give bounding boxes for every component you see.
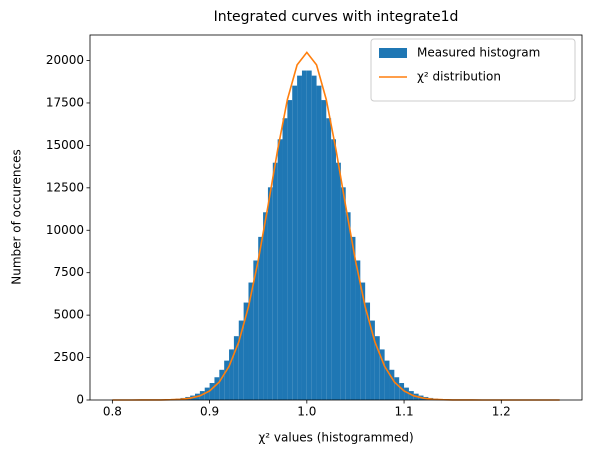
histogram-bar xyxy=(258,236,264,400)
legend-label: χ² distribution xyxy=(417,70,501,84)
histogram-bar xyxy=(263,212,268,400)
histogram-bar xyxy=(287,100,293,401)
histogram-bar xyxy=(321,100,327,401)
y-tick-label: 7500 xyxy=(53,265,84,279)
histogram-bar xyxy=(311,75,317,400)
histogram-bar xyxy=(209,383,215,400)
y-tick-label: 2500 xyxy=(53,350,84,364)
histogram-bar xyxy=(340,187,346,400)
histogram-bar xyxy=(229,349,234,400)
x-tick-label: 1.1 xyxy=(395,405,414,419)
histogram-bar xyxy=(199,391,205,400)
legend-label: Measured histogram xyxy=(417,46,540,60)
histogram-bar xyxy=(394,377,400,400)
histogram-bar xyxy=(224,360,230,400)
legend-box xyxy=(370,38,576,102)
y-tick-label: 12500 xyxy=(46,180,84,194)
histogram-bar xyxy=(248,282,254,400)
histogram-bar xyxy=(301,70,307,400)
y-tick-label: 20000 xyxy=(46,53,84,67)
histogram-bar xyxy=(204,387,210,400)
histogram-bar xyxy=(374,336,380,400)
y-tick-label: 5000 xyxy=(53,308,84,322)
histogram-bar xyxy=(316,85,322,401)
y-axis-label: Number of occurences xyxy=(10,149,24,284)
histogram-bar xyxy=(277,139,283,401)
histogram-bar xyxy=(233,336,239,400)
histogram-bar xyxy=(214,377,220,400)
y-tick-label: 0 xyxy=(76,393,84,407)
plot-frame xyxy=(89,34,583,401)
x-tick-label: 1.0 xyxy=(297,405,316,419)
histogram-bar xyxy=(399,383,405,400)
histogram-bar xyxy=(238,320,244,400)
chart-title: Integrated curves with integrate1d xyxy=(214,9,459,25)
legend-swatch xyxy=(379,48,407,58)
histogram-bar xyxy=(292,85,298,401)
histogram-bar xyxy=(282,118,288,400)
histogram-bar xyxy=(408,391,414,400)
histogram-bar xyxy=(267,187,273,400)
histogram-bar xyxy=(365,302,371,400)
histogram-bar xyxy=(243,302,249,400)
histogram-bar xyxy=(306,70,312,400)
histogram-bar xyxy=(389,369,395,400)
x-tick-label: 0.8 xyxy=(103,405,122,419)
y-tick-label: 10000 xyxy=(46,223,84,237)
y-tick-label: 17500 xyxy=(46,95,84,109)
histogram-bar xyxy=(326,118,332,400)
histogram-bar xyxy=(404,387,409,400)
histogram-bar xyxy=(379,349,385,400)
histogram-bar xyxy=(355,260,361,400)
histogram-bar xyxy=(345,212,351,400)
histogram-bar xyxy=(331,139,336,401)
x-axis-label: χ² values (histogrammed) xyxy=(258,431,413,445)
histogram-bar xyxy=(272,162,278,400)
histogram-bar xyxy=(360,282,366,400)
histogram-bar xyxy=(370,320,375,400)
x-tick-label: 1.2 xyxy=(492,405,511,419)
histogram-bar xyxy=(219,369,225,400)
histogram-bar xyxy=(253,260,259,400)
histogram-bar xyxy=(350,236,356,400)
histogram-bar xyxy=(336,162,341,400)
histogram-bar xyxy=(297,75,302,400)
y-tick-label: 15000 xyxy=(46,138,84,152)
histogram-bar xyxy=(384,360,390,400)
x-tick-label: 0.9 xyxy=(200,405,219,419)
